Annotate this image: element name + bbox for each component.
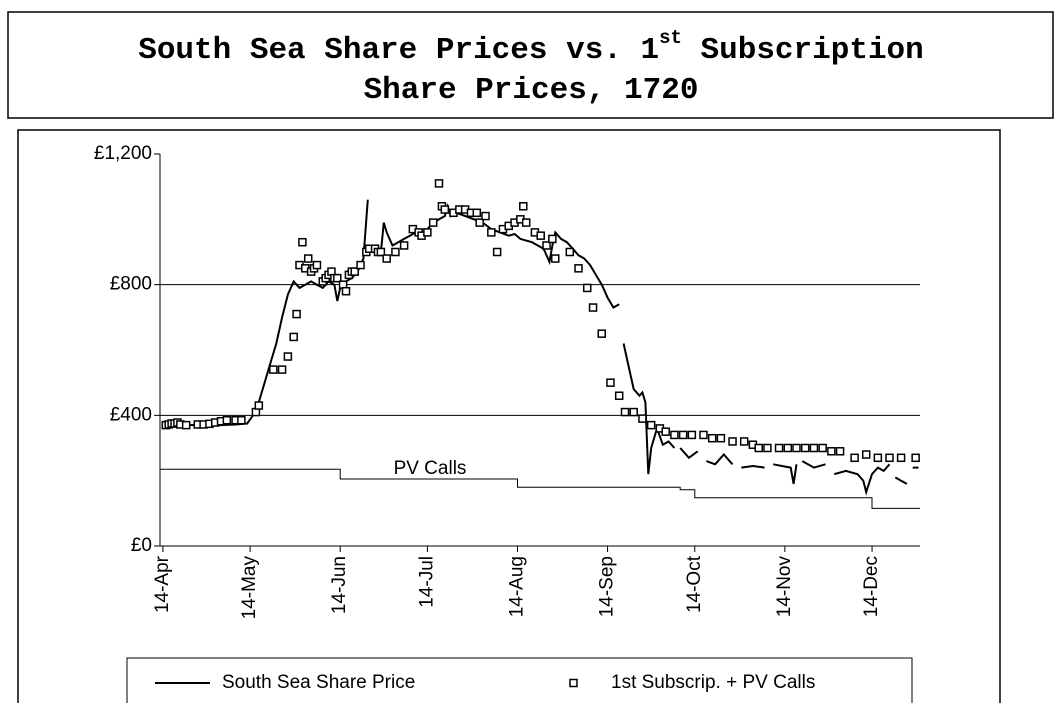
square-marker: [440, 205, 450, 214]
square-marker: [873, 453, 883, 463]
square-marker: [638, 414, 647, 423]
square-marker: [521, 218, 531, 227]
legend-label: South Sea Share Price: [222, 672, 415, 693]
square-marker: [277, 365, 287, 374]
square-marker: [911, 453, 920, 463]
square-marker: [333, 273, 342, 283]
x-tick-label: 14-Jul: [416, 556, 437, 608]
square-marker: [391, 247, 400, 257]
title-part: South Sea Share Prices vs. 1: [138, 33, 659, 68]
square-marker: [800, 443, 810, 453]
pv-calls-line: [160, 468, 920, 509]
square-marker: [289, 332, 298, 342]
square-marker: [629, 407, 638, 417]
square-marker: [620, 407, 630, 417]
square-marker: [606, 378, 615, 387]
square-marker: [783, 443, 793, 453]
square-marker: [739, 437, 749, 446]
y-tick-label: £400: [110, 404, 152, 425]
square-marker: [861, 450, 871, 459]
square-marker: [269, 365, 278, 374]
title-part: Subscription: [682, 33, 924, 68]
square-marker: [356, 260, 365, 270]
x-tick-label: 14-Oct: [684, 555, 705, 613]
square-marker: [678, 430, 688, 440]
square-marker: [428, 218, 438, 227]
square-marker: [350, 267, 359, 276]
square-marker: [312, 260, 322, 270]
chart-border: [17, 129, 1001, 703]
pv-calls-label: PV Calls: [394, 458, 467, 479]
square-marker: [574, 264, 583, 273]
x-tick-label: 14-May: [239, 556, 260, 620]
square-marker: [792, 443, 801, 453]
square-marker: [707, 433, 717, 443]
square-marker: [399, 241, 409, 250]
square-marker: [472, 208, 482, 218]
square-marker: [809, 443, 819, 453]
square-marker: [519, 202, 528, 211]
square-marker: [699, 430, 708, 440]
square-marker: [818, 443, 827, 453]
chart-title: Share Prices, 1720: [364, 73, 699, 108]
y-tick-label: £800: [110, 274, 152, 295]
x-tick-label: 14-Sep: [597, 556, 618, 617]
square-marker: [434, 179, 444, 188]
x-tick-label: 14-Aug: [506, 556, 527, 617]
square-marker: [614, 391, 624, 400]
square-marker: [222, 415, 232, 425]
square-marker: [597, 329, 607, 338]
x-tick-label: 14-Nov: [774, 556, 795, 618]
square-marker: [754, 443, 763, 453]
square-marker: [763, 443, 772, 453]
square-marker: [896, 453, 906, 463]
square-marker: [548, 234, 557, 244]
square-marker: [565, 247, 575, 257]
square-marker: [254, 401, 264, 410]
square-marker: [475, 218, 484, 227]
square-marker: [303, 254, 313, 263]
square-marker: [850, 453, 859, 463]
square-marker: [492, 247, 502, 257]
y-tick-label: £0: [131, 535, 152, 556]
title-superscript: st: [659, 27, 682, 49]
square-marker: [728, 437, 737, 446]
square-marker: [670, 430, 679, 440]
title-box: [7, 11, 1054, 119]
x-tick-label: 14-Dec: [861, 556, 882, 617]
square-marker: [181, 420, 191, 430]
legend-box: [126, 657, 913, 703]
square-marker: [481, 211, 490, 221]
square-marker: [835, 447, 845, 456]
square-marker: [542, 241, 551, 250]
x-tick-label: 14-Apr: [152, 555, 173, 613]
square-marker: [885, 453, 894, 463]
square-marker: [341, 286, 351, 296]
square-marker: [423, 228, 432, 237]
square-marker: [827, 447, 836, 456]
square-marker: [283, 352, 293, 361]
x-tick-label: 14-Jun: [329, 556, 350, 614]
square-marker: [716, 433, 726, 443]
square-marker: [237, 415, 246, 425]
square-marker: [588, 303, 598, 312]
square-marker: [646, 420, 656, 430]
square-marker: [376, 247, 386, 257]
square-marker: [536, 231, 545, 240]
square-marker: [292, 309, 301, 319]
square-marker: [582, 283, 592, 293]
square-marker: [551, 254, 560, 263]
square-marker: [661, 427, 670, 436]
chart-title: South Sea Share Prices vs. 1st Subscript…: [138, 27, 924, 68]
legend-swatch: [569, 678, 578, 688]
square-marker: [687, 430, 697, 440]
y-tick-label: £1,200: [94, 143, 152, 164]
square-marker: [298, 237, 307, 247]
legend-label: 1st Subscrip. + PV Calls: [611, 672, 815, 693]
square-marker: [382, 254, 391, 263]
square-marker: [774, 443, 784, 453]
square-marker: [487, 228, 496, 237]
